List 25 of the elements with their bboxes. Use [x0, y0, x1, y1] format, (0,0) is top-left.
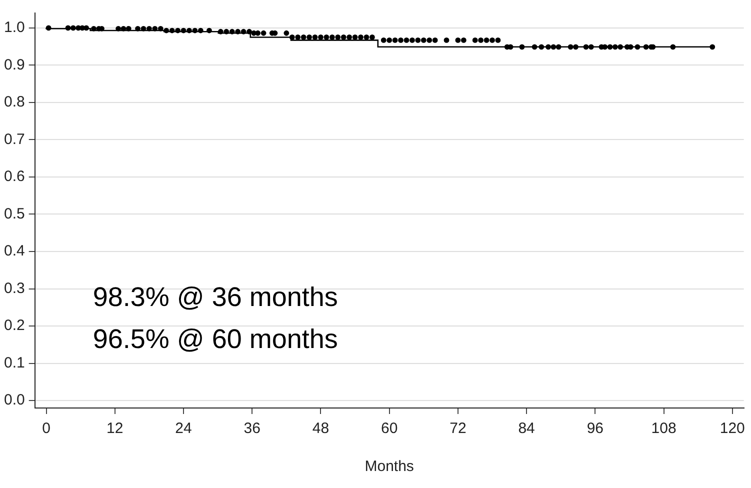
- y-tick-label: 0.1: [4, 354, 25, 372]
- y-tick-label: 0.3: [4, 280, 25, 297]
- y-tick-label: 1.0: [4, 19, 25, 36]
- y-tick-label: 0.7: [4, 130, 25, 148]
- x-tick-label: 84: [518, 420, 535, 438]
- y-tick-label: 0.8: [4, 94, 25, 111]
- y-tick-label: 0.2: [4, 317, 25, 334]
- x-tick-label: 48: [312, 420, 330, 438]
- x-tick-label: 72: [450, 420, 466, 438]
- x-tick-label: 0: [42, 420, 50, 438]
- y-tick-label: 0.5: [4, 205, 25, 222]
- x-tick-label: 24: [175, 420, 192, 438]
- x-tick-label: 36: [244, 420, 260, 438]
- annotation: 98.3% @ 36 months: [92, 282, 338, 312]
- y-tick-label: 0.4: [4, 242, 25, 260]
- x-tick-label: 120: [720, 420, 745, 438]
- annotation: 96.5% @ 60 months: [92, 324, 338, 354]
- y-tick-label: 0.6: [4, 168, 25, 186]
- x-tick-label: 108: [651, 420, 676, 438]
- x-tick-label: 60: [380, 420, 398, 438]
- x-tick-label: 12: [106, 420, 124, 438]
- x-tick-label: 96: [586, 420, 604, 438]
- y-tick-label: 0.0: [4, 392, 25, 409]
- x-axis-title: Months: [364, 458, 414, 476]
- y-tick-label: 0.9: [4, 56, 25, 74]
